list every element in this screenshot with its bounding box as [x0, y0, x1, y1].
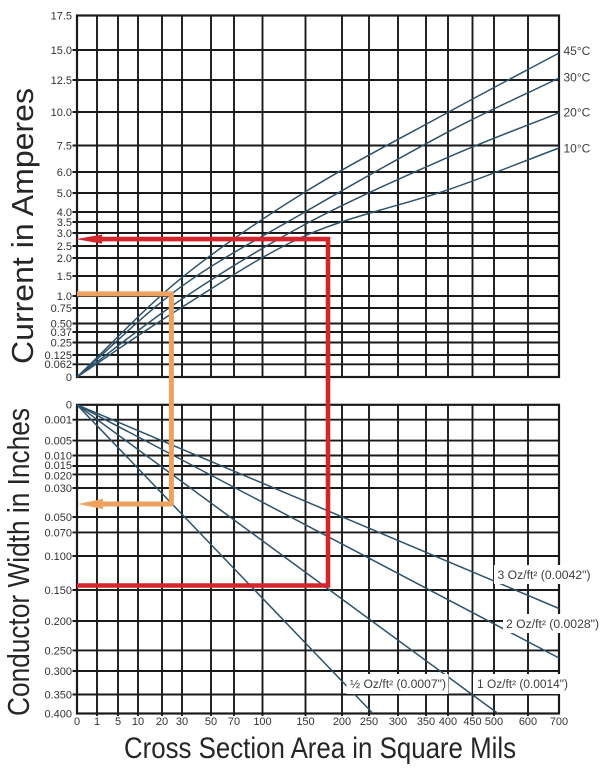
svg-text:450: 450 — [463, 716, 481, 728]
svg-text:2 Oz/ft² (0.0028"): 2 Oz/ft² (0.0028") — [506, 619, 599, 631]
svg-text:50: 50 — [205, 716, 217, 728]
svg-text:4.0: 4.0 — [57, 207, 72, 219]
svg-text:3.0: 3.0 — [57, 228, 72, 240]
svg-text:300: 300 — [389, 716, 407, 728]
svg-text:0.350: 0.350 — [44, 689, 72, 701]
svg-text:0.50: 0.50 — [51, 318, 72, 330]
svg-text:350: 350 — [417, 716, 435, 728]
svg-text:0: 0 — [74, 716, 80, 728]
svg-text:30°C: 30°C — [564, 71, 591, 85]
svg-text:0.37: 0.37 — [51, 327, 72, 339]
svg-text:1.5: 1.5 — [57, 271, 72, 283]
svg-text:0.75: 0.75 — [51, 303, 72, 315]
svg-text:Conductor Width in Inches: Conductor Width in Inches — [1, 408, 36, 716]
svg-text:20: 20 — [156, 716, 168, 728]
svg-text:100: 100 — [253, 716, 271, 728]
svg-text:0.200: 0.200 — [44, 616, 72, 628]
svg-text:Cross Section Area in Square M: Cross Section Area in Square Mils — [124, 732, 516, 765]
svg-text:0.050: 0.050 — [44, 512, 72, 524]
svg-text:17.5: 17.5 — [51, 10, 72, 22]
svg-text:0.125: 0.125 — [44, 350, 72, 362]
svg-text:1: 1 — [94, 716, 100, 728]
svg-text:Current in Amperes: Current in Amperes — [5, 88, 40, 364]
svg-text:0.150: 0.150 — [44, 585, 72, 597]
svg-text:1 Oz/ft² (0.0014"): 1 Oz/ft² (0.0014") — [477, 679, 568, 691]
svg-text:10°C: 10°C — [564, 142, 591, 156]
svg-text:30: 30 — [176, 716, 188, 728]
svg-text:0.010: 0.010 — [44, 450, 72, 462]
svg-text:250: 250 — [360, 716, 378, 728]
svg-text:2.0: 2.0 — [57, 253, 72, 265]
svg-text:0.300: 0.300 — [44, 666, 72, 678]
svg-text:0.100: 0.100 — [44, 551, 72, 563]
svg-text:200: 200 — [333, 716, 351, 728]
svg-text:1.0: 1.0 — [57, 291, 72, 303]
svg-text:6.0: 6.0 — [57, 167, 72, 179]
svg-text:10.0: 10.0 — [51, 107, 72, 119]
svg-text:0.25: 0.25 — [51, 337, 72, 349]
svg-text:0: 0 — [66, 400, 72, 412]
svg-text:3 Oz/ft² (0.0042"): 3 Oz/ft² (0.0042") — [498, 570, 591, 582]
svg-text:0.005: 0.005 — [44, 436, 72, 448]
svg-text:5.0: 5.0 — [57, 188, 72, 200]
svg-text:0.062: 0.062 — [44, 359, 72, 371]
svg-text:7.5: 7.5 — [57, 140, 72, 152]
svg-text:2.5: 2.5 — [57, 241, 72, 253]
svg-text:12.5: 12.5 — [51, 75, 72, 87]
svg-text:70: 70 — [228, 716, 240, 728]
svg-text:0.070: 0.070 — [44, 527, 72, 539]
svg-text:600: 600 — [519, 716, 537, 728]
svg-text:150: 150 — [296, 716, 314, 728]
svg-text:20°C: 20°C — [564, 106, 591, 120]
svg-text:0.250: 0.250 — [44, 645, 72, 657]
svg-text:10: 10 — [132, 716, 144, 728]
svg-text:45°C: 45°C — [564, 44, 591, 58]
svg-text:15.0: 15.0 — [51, 45, 72, 57]
svg-text:½ Oz/ft² (0.0007"): ½ Oz/ft² (0.0007") — [350, 679, 446, 691]
svg-text:400: 400 — [439, 716, 457, 728]
svg-text:0.015: 0.015 — [44, 460, 72, 472]
svg-text:3.5: 3.5 — [57, 217, 72, 229]
svg-text:5: 5 — [115, 716, 121, 728]
svg-text:0.001: 0.001 — [44, 415, 72, 427]
svg-text:700: 700 — [550, 716, 568, 728]
svg-text:0.400: 0.400 — [44, 708, 72, 720]
svg-text:0.020: 0.020 — [44, 470, 72, 482]
svg-text:0.030: 0.030 — [44, 483, 72, 495]
svg-text:0: 0 — [66, 372, 72, 384]
svg-text:500: 500 — [485, 716, 503, 728]
